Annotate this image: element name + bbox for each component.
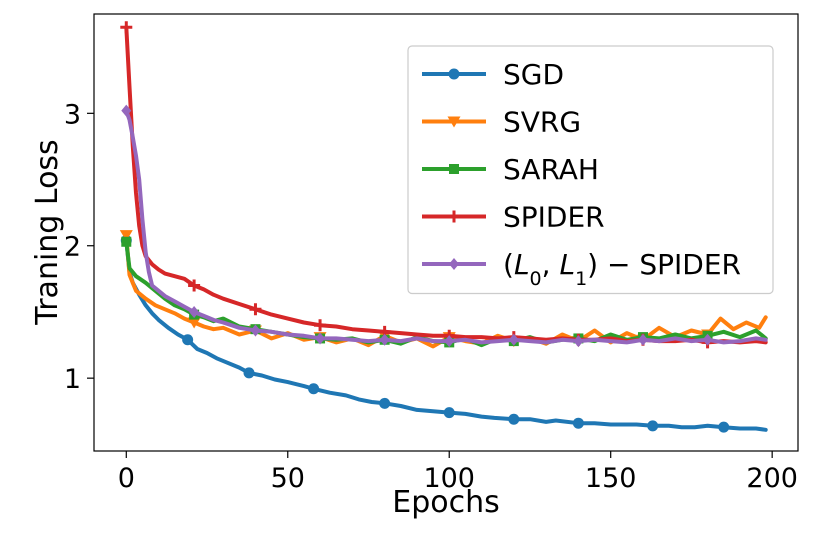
- data-point: [314, 319, 327, 332]
- x-tick-label: 150: [585, 463, 637, 494]
- data-point: [250, 324, 261, 337]
- data-point: [249, 303, 262, 316]
- legend-marker: [447, 116, 461, 128]
- legend-entry: SVRG: [422, 106, 581, 139]
- x-tick-label: 50: [271, 463, 305, 494]
- y-tick-label: 3: [64, 99, 81, 130]
- series-sgd: [120, 234, 768, 433]
- data-point: [443, 407, 455, 419]
- x-axis-label: Epochs: [392, 485, 500, 520]
- y-tick-label: 2: [64, 232, 81, 263]
- data-point: [637, 333, 648, 346]
- legend-box: [407, 45, 774, 295]
- series--l0-l1-spider: [121, 104, 768, 348]
- data-point: [508, 413, 520, 425]
- legend-label: SVRG: [503, 106, 581, 139]
- series-layer: [119, 21, 768, 433]
- x-tick-label: 100: [423, 463, 475, 494]
- data-point: [121, 236, 132, 247]
- x-tick-label: 200: [746, 463, 798, 494]
- data-point: [182, 334, 194, 346]
- y-axis-label: Traning Loss: [30, 139, 65, 325]
- data-point: [444, 335, 455, 348]
- data-point: [308, 383, 320, 395]
- data-point: [572, 417, 584, 429]
- legend-label: SPIDER: [503, 201, 605, 234]
- data-point: [508, 333, 519, 346]
- legend-label: SGD: [503, 58, 564, 91]
- legend-marker: [449, 164, 459, 174]
- data-point: [187, 317, 201, 329]
- data-point: [121, 104, 132, 117]
- legend-marker: [449, 258, 459, 270]
- legend-entry: SARAH: [422, 153, 599, 186]
- y-axis: 1 2 3: [64, 99, 94, 395]
- legend-entry: SGD: [422, 58, 564, 91]
- legend-label: SARAH: [503, 153, 599, 186]
- data-point: [119, 230, 133, 242]
- plot-frame: [93, 13, 799, 452]
- legend-marker: [448, 68, 460, 80]
- x-axis: 0 50 100 150 200: [118, 451, 798, 494]
- data-point: [315, 332, 326, 345]
- y-tick-label: 1: [64, 364, 81, 395]
- legend-marker: [448, 210, 460, 223]
- data-point: [647, 420, 659, 432]
- data-point: [702, 333, 713, 346]
- data-point: [379, 333, 390, 346]
- legend-entry: SPIDER: [422, 201, 605, 234]
- data-point: [718, 421, 730, 433]
- data-point: [189, 305, 200, 318]
- data-point: [573, 335, 584, 348]
- legend-label: (L0, L1) − SPIDER: [503, 248, 741, 290]
- data-point: [120, 21, 133, 34]
- legend-entry: (L0, L1) − SPIDER: [422, 248, 741, 290]
- x-tick-label: 0: [118, 463, 135, 494]
- legend: SGD SVRG SARAH SPIDER (L0, L1) − SPIDER: [407, 45, 774, 295]
- data-point: [188, 279, 201, 292]
- data-point: [243, 367, 255, 379]
- data-point: [379, 397, 391, 409]
- series-line: [124, 108, 768, 345]
